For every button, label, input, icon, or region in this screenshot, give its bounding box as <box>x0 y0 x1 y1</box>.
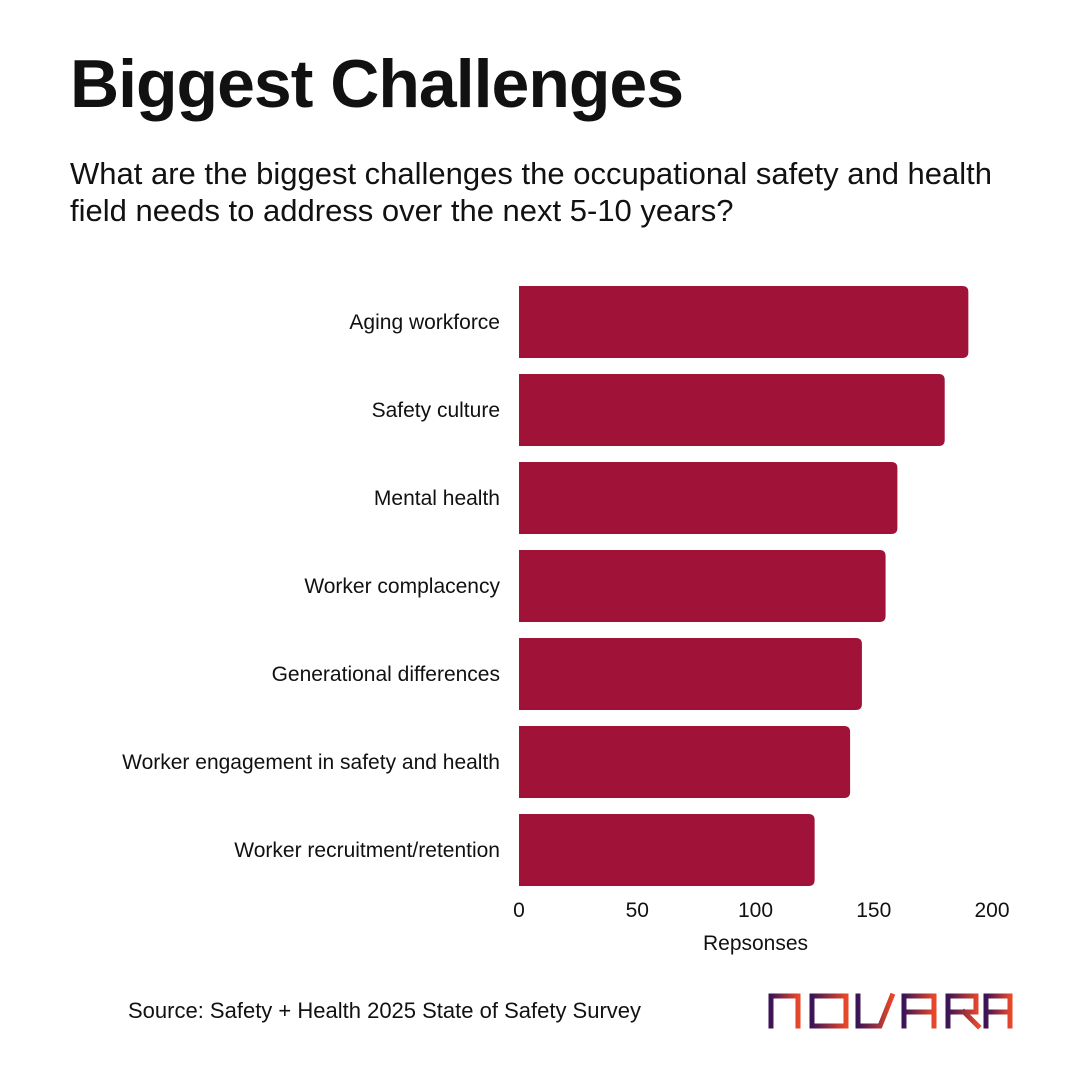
bar <box>519 550 886 622</box>
bar <box>519 726 851 798</box>
category-label: Mental health <box>374 487 500 510</box>
bar <box>519 286 969 358</box>
category-label: Worker complacency <box>304 575 500 598</box>
x-axis-label: Repsonses <box>703 932 808 955</box>
bar <box>519 462 898 534</box>
category-label: Aging workforce <box>349 311 500 334</box>
category-label: Generational differences <box>272 663 500 686</box>
novara-logo <box>768 992 1013 1030</box>
category-label: Worker engagement in safety and health <box>122 751 500 774</box>
x-tick-label: 200 <box>974 899 1009 922</box>
x-tick-label: 150 <box>856 899 891 922</box>
bar <box>519 374 945 446</box>
bar <box>519 814 815 886</box>
page-title: Biggest Challenges <box>70 46 684 122</box>
source-note: Source: Safety + Health 2025 State of Sa… <box>128 998 642 1023</box>
category-label: Worker recruitment/retention <box>234 839 500 862</box>
bar <box>519 638 862 710</box>
chart-subtitle: What are the biggest challenges the occu… <box>70 156 993 229</box>
category-label: Safety culture <box>372 399 500 422</box>
x-tick-label: 0 <box>513 899 525 922</box>
x-tick-label: 50 <box>626 899 649 922</box>
x-tick-label: 100 <box>738 899 773 922</box>
